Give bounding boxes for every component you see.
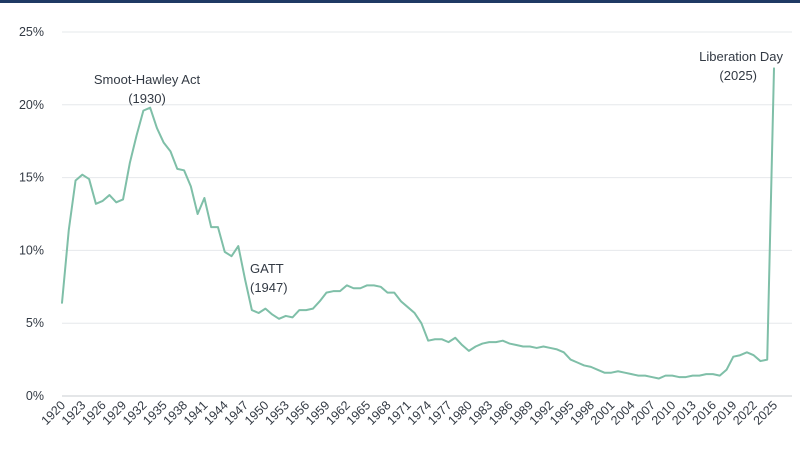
y-tick-label: 15% [19, 171, 44, 185]
x-axis: 1920192319261929193219351938194119441947… [39, 398, 781, 428]
y-tick-label: 5% [26, 316, 44, 330]
annotation-smoot-hawley-title: Smoot-Hawley Act [94, 72, 201, 87]
annotation-smoot-hawley-year: (1930) [128, 91, 166, 106]
top-accent-rule [0, 0, 800, 3]
annotation-liberation-day-title: Liberation Day [699, 49, 783, 64]
x-tick-label: 2025 [751, 398, 781, 428]
y-tick-label: 0% [26, 389, 44, 403]
y-tick-label: 25% [19, 25, 44, 39]
y-tick-label: 20% [19, 98, 44, 112]
series-layer [61, 67, 775, 380]
annotation-gatt-year: (1947) [250, 280, 288, 295]
y-axis: 0% 5% 10% 15% 20% 25% [19, 25, 44, 403]
y-tick-label: 10% [19, 243, 44, 257]
annotations: Smoot-Hawley Act (1930) GATT (1947) Libe… [94, 49, 784, 295]
series-line [61, 67, 775, 380]
annotation-liberation-day-year: (2025) [719, 68, 757, 83]
gridlines [62, 31, 792, 397]
annotation-gatt-title: GATT [250, 261, 284, 276]
